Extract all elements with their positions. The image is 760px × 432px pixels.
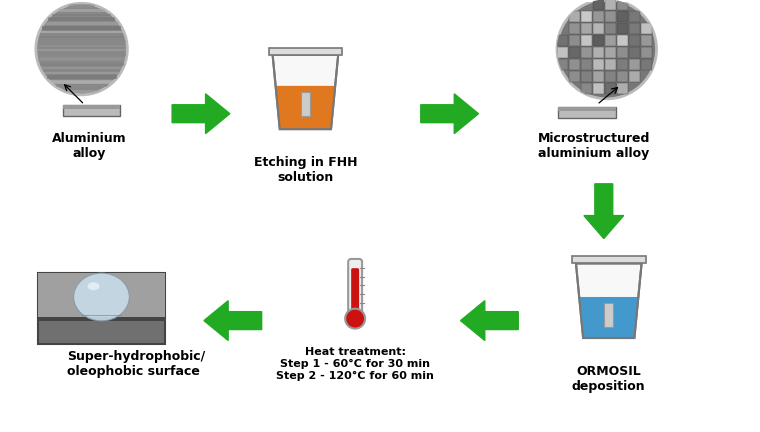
Polygon shape bbox=[421, 94, 479, 133]
Bar bbox=[605, 23, 616, 34]
Bar bbox=[641, 23, 651, 34]
Bar bbox=[581, 35, 592, 46]
Bar bbox=[616, 23, 628, 34]
Polygon shape bbox=[584, 184, 624, 238]
Bar bbox=[641, 59, 651, 70]
Bar bbox=[557, 47, 568, 58]
Bar bbox=[593, 83, 603, 94]
Text: ORMOSIL
deposition: ORMOSIL deposition bbox=[572, 365, 645, 394]
Bar bbox=[557, 59, 568, 70]
Circle shape bbox=[557, 0, 657, 99]
Bar bbox=[301, 92, 310, 116]
Bar bbox=[616, 71, 628, 82]
Bar bbox=[569, 71, 580, 82]
Bar bbox=[629, 59, 640, 70]
Bar bbox=[605, 71, 616, 82]
Polygon shape bbox=[276, 86, 335, 129]
Bar bbox=[38, 317, 165, 321]
Bar bbox=[569, 59, 580, 70]
Ellipse shape bbox=[74, 273, 129, 321]
Bar bbox=[605, 0, 616, 10]
Bar bbox=[38, 273, 165, 319]
FancyBboxPatch shape bbox=[348, 259, 362, 317]
Bar bbox=[593, 35, 603, 46]
Bar bbox=[616, 0, 628, 10]
Bar bbox=[593, 47, 603, 58]
Polygon shape bbox=[273, 54, 338, 129]
Bar bbox=[38, 273, 165, 344]
Bar bbox=[641, 35, 651, 46]
Circle shape bbox=[36, 3, 128, 95]
Bar bbox=[558, 107, 616, 111]
Bar bbox=[616, 11, 628, 22]
Polygon shape bbox=[461, 301, 518, 340]
Polygon shape bbox=[204, 301, 261, 340]
Bar bbox=[569, 47, 580, 58]
Bar bbox=[629, 71, 640, 82]
Polygon shape bbox=[558, 107, 616, 118]
Bar bbox=[616, 83, 628, 94]
Bar bbox=[569, 11, 580, 22]
Bar bbox=[629, 47, 640, 58]
Bar bbox=[616, 59, 628, 70]
Ellipse shape bbox=[87, 282, 100, 290]
Text: Super-hydrophobic/
oleophobic surface: Super-hydrophobic/ oleophobic surface bbox=[67, 350, 205, 378]
Bar bbox=[581, 23, 592, 34]
Bar bbox=[593, 59, 603, 70]
Bar bbox=[569, 23, 580, 34]
Bar bbox=[605, 47, 616, 58]
Circle shape bbox=[345, 308, 365, 329]
Bar bbox=[593, 11, 603, 22]
FancyBboxPatch shape bbox=[351, 268, 359, 315]
Bar bbox=[581, 47, 592, 58]
Polygon shape bbox=[579, 297, 638, 338]
Bar bbox=[581, 83, 592, 94]
Bar bbox=[63, 105, 120, 108]
Polygon shape bbox=[63, 105, 120, 116]
Polygon shape bbox=[172, 94, 230, 133]
Polygon shape bbox=[268, 48, 342, 54]
Bar bbox=[641, 47, 651, 58]
Bar bbox=[604, 303, 613, 327]
Bar bbox=[629, 35, 640, 46]
Bar bbox=[616, 35, 628, 46]
Bar bbox=[581, 59, 592, 70]
Bar bbox=[569, 35, 580, 46]
Bar bbox=[581, 11, 592, 22]
Bar bbox=[593, 23, 603, 34]
Bar bbox=[605, 11, 616, 22]
Bar bbox=[605, 83, 616, 94]
Bar bbox=[593, 0, 603, 10]
Bar bbox=[557, 35, 568, 46]
Text: Etching in FHH
solution: Etching in FHH solution bbox=[254, 156, 357, 184]
Text: Aluminium
alloy: Aluminium alloy bbox=[52, 132, 127, 159]
Text: Microstructured
aluminium alloy: Microstructured aluminium alloy bbox=[537, 132, 650, 159]
Bar bbox=[605, 59, 616, 70]
Bar bbox=[629, 23, 640, 34]
Text: Heat treatment:
Step 1 - 60°C for 30 min
Step 2 - 120°C for 60 min: Heat treatment: Step 1 - 60°C for 30 min… bbox=[276, 347, 434, 381]
Bar bbox=[605, 35, 616, 46]
Bar bbox=[629, 11, 640, 22]
Bar bbox=[616, 47, 628, 58]
Polygon shape bbox=[572, 257, 645, 264]
Bar bbox=[581, 71, 592, 82]
Polygon shape bbox=[576, 264, 641, 338]
Bar bbox=[593, 71, 603, 82]
